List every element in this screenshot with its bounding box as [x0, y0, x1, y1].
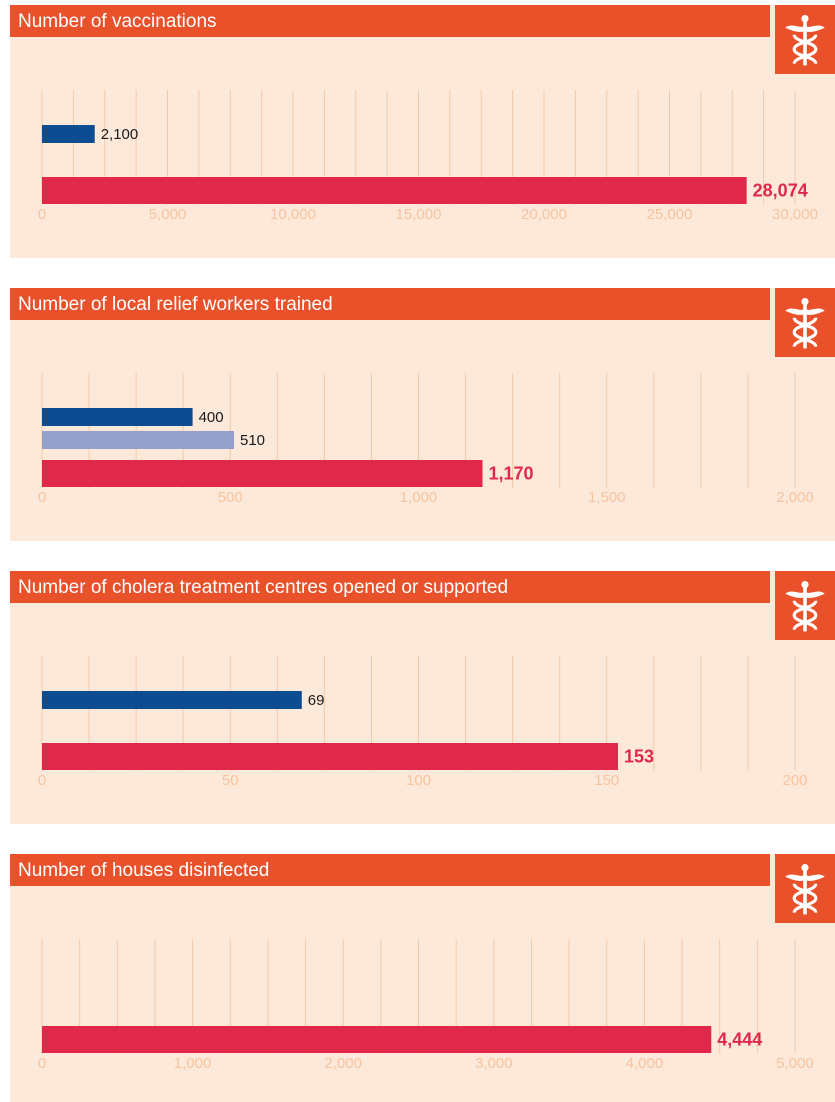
chart-title: Number of cholera treatment centres open… [18, 577, 508, 598]
x-tick-label: 0 [38, 1055, 46, 1072]
title-bar [10, 288, 770, 320]
value-label: 510 [240, 432, 265, 449]
chart-panel: Number of houses disinfected 0 1,000 2,000 3… [10, 854, 835, 1102]
x-tick-label: 5,000 [149, 206, 187, 223]
bar [42, 177, 747, 204]
value-label: 1,170 [489, 463, 534, 483]
x-tick-label: 0 [38, 772, 46, 789]
x-tick-label: 500 [218, 489, 243, 506]
value-label: 2,100 [101, 126, 139, 143]
title-bar [10, 5, 770, 37]
bar [42, 125, 95, 143]
x-tick-label: 1,500 [588, 489, 626, 506]
chart-panel: Number of vaccinations 0 5,000 10,000 15,000… [10, 5, 835, 258]
chart-title: Number of vaccinations [18, 11, 217, 32]
x-tick-label: 50 [222, 772, 239, 789]
x-tick-label: 20,000 [521, 206, 567, 223]
bar [42, 691, 302, 709]
x-tick-label: 0 [38, 206, 46, 223]
chart-panel: Number of local relief workers trained 0 5… [10, 288, 835, 541]
x-tick-label: 4,000 [626, 1055, 664, 1072]
x-tick-label: 15,000 [396, 206, 442, 223]
x-tick-label: 2,000 [324, 1055, 362, 1072]
x-tick-label: 3,000 [475, 1055, 513, 1072]
x-tick-label: 5,000 [776, 1055, 814, 1072]
x-tick-label: 30,000 [772, 206, 818, 223]
x-tick-label: 1,000 [400, 489, 438, 506]
x-tick-label: 0 [38, 489, 46, 506]
value-label: 4,444 [717, 1029, 762, 1049]
x-tick-label: 1,000 [174, 1055, 212, 1072]
value-label: 28,074 [753, 180, 808, 200]
x-tick-label: 200 [782, 772, 807, 789]
title-bar [10, 571, 770, 603]
bar [42, 743, 619, 770]
bar [42, 431, 235, 449]
bar [42, 408, 193, 426]
value-label: 69 [308, 692, 325, 709]
value-label: 400 [199, 409, 224, 426]
x-tick-label: 100 [406, 772, 431, 789]
x-tick-label: 150 [594, 772, 619, 789]
panel-background [10, 5, 835, 258]
title-bar [10, 854, 770, 886]
x-tick-label: 10,000 [270, 206, 316, 223]
chart-title: Number of houses disinfected [18, 860, 269, 881]
chart-panel: Number of cholera treatment centres open… [10, 571, 835, 824]
panel-background [10, 854, 835, 1102]
bar [42, 1026, 712, 1053]
x-tick-label: 2,000 [776, 489, 814, 506]
bar [42, 460, 483, 487]
value-label: 153 [624, 746, 654, 766]
chart-title: Number of local relief workers trained [18, 294, 333, 315]
x-tick-label: 25,000 [647, 206, 693, 223]
